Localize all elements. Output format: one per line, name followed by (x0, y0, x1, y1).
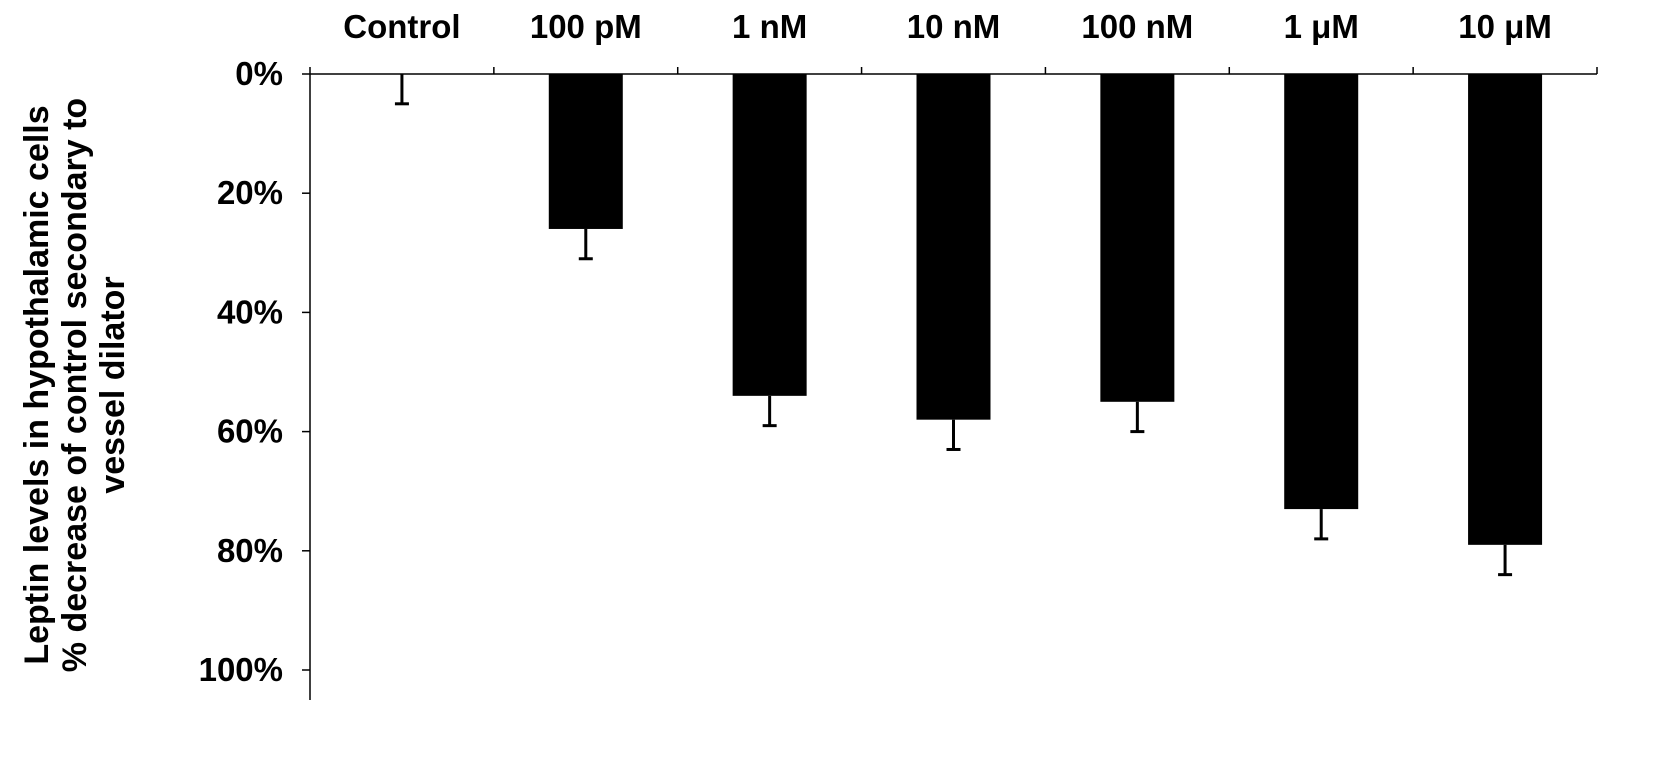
y-tick-labels: 0% 20% 40% 60% 80% 100% (199, 55, 283, 688)
category-label: 1 μM (1284, 8, 1359, 45)
category-label: 1 nM (732, 8, 807, 45)
y-axis-title: Leptin levels in hypothalamic cells % de… (18, 98, 132, 672)
category-label: 100 nM (1081, 8, 1193, 45)
bars (548, 74, 1543, 545)
bar (1284, 74, 1359, 510)
error-bars (394, 74, 1513, 577)
bar (548, 74, 623, 229)
bar (1100, 74, 1175, 402)
category-label: 100 pM (530, 8, 642, 45)
category-label: 10 μM (1458, 8, 1552, 45)
y-tick-label: 40% (217, 293, 283, 330)
y-axis-title-line-2: % decrease of control secondary to (56, 98, 94, 672)
category-labels: Control 100 pM 1 nM 10 nM 100 nM 1 μM 10 μM (343, 8, 1552, 45)
y-tick-label: 0% (235, 55, 283, 92)
y-tick-label: 60% (217, 413, 283, 450)
y-tick-label: 100% (199, 651, 283, 688)
y-tick-label: 80% (217, 532, 283, 569)
y-axis-title-line-1: Leptin levels in hypothalamic cells (18, 105, 56, 664)
bar (916, 74, 991, 420)
y-axis-title-line-3: vessel dilator (94, 276, 132, 493)
bar (1468, 74, 1543, 545)
category-label: Control (343, 8, 460, 45)
category-label: 10 nM (907, 8, 1001, 45)
bar (732, 74, 807, 396)
y-tick-label: 20% (217, 174, 283, 211)
